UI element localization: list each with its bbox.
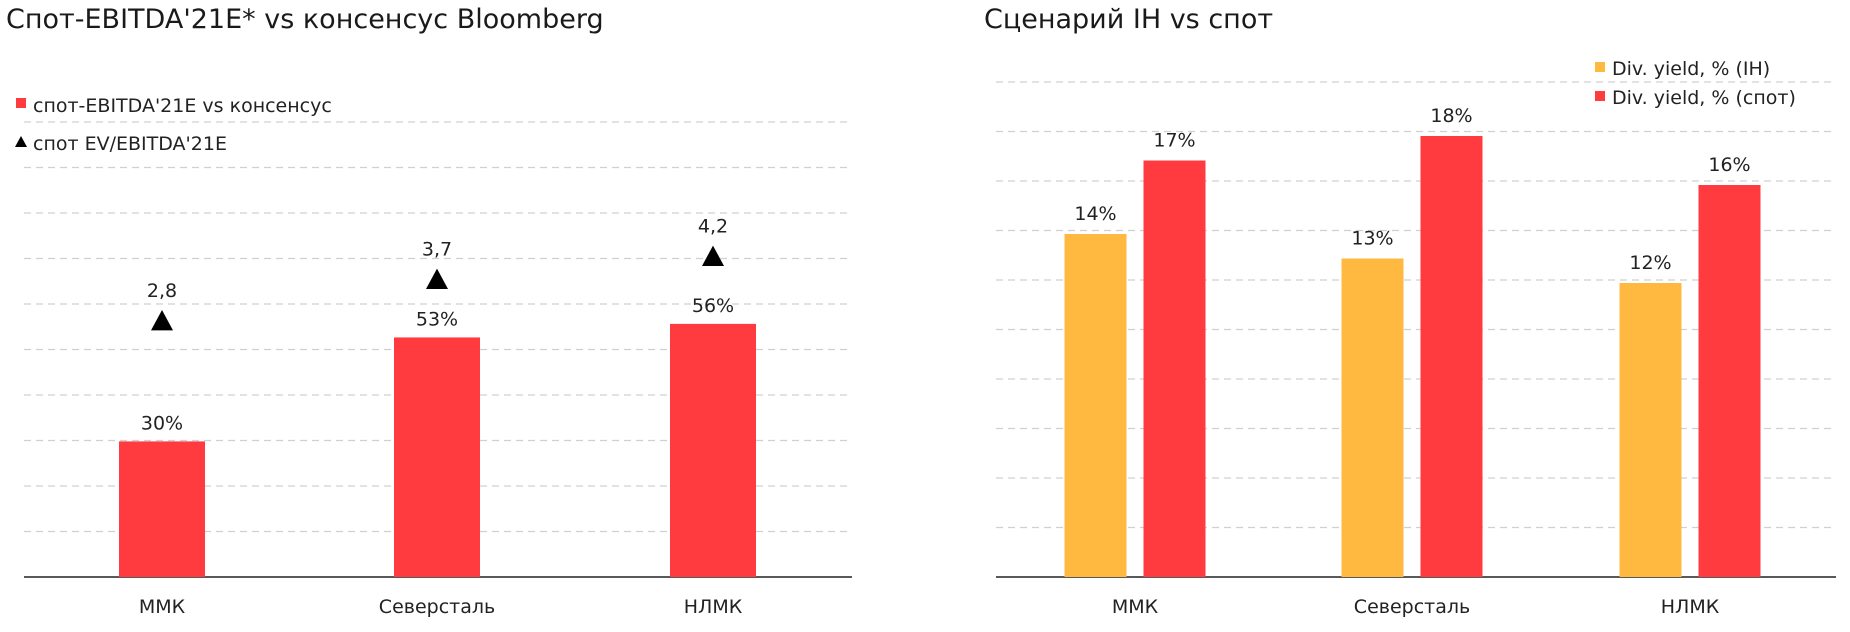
- left-legend-swatch-bar: [16, 98, 26, 108]
- left-category-label: ММК: [139, 596, 186, 618]
- left-category-label: НЛМК: [684, 596, 743, 618]
- right-category-label: НЛМК: [1661, 596, 1720, 618]
- left-bar-label: 30%: [141, 412, 183, 434]
- right-bar-spot: [1143, 160, 1206, 577]
- left-triangle-label: 3,7: [422, 239, 452, 261]
- left-triangle-label: 2,8: [147, 280, 177, 302]
- right-legend-label: Div. yield, % (спот): [1612, 87, 1796, 109]
- right-bar-label: 17%: [1153, 130, 1195, 152]
- left-legend-label-bar: спот-EBITDA'21E vs консенсус: [33, 95, 332, 117]
- right-bar-label: 16%: [1708, 154, 1750, 176]
- left-triangle-marker: [702, 245, 724, 266]
- left-bar-label: 53%: [416, 308, 458, 330]
- right-bar-ih: [1064, 234, 1127, 577]
- right-category-label: Северсталь: [1354, 596, 1470, 618]
- right-bar-label: 18%: [1430, 105, 1472, 127]
- right-bar-spot: [1698, 185, 1761, 577]
- right-legend-swatch: [1595, 62, 1605, 72]
- left-triangle-label: 4,2: [698, 216, 728, 238]
- left-category-label: Северсталь: [379, 596, 495, 618]
- right-chart-title: Сценарий IH vs спот: [984, 4, 1274, 35]
- left-bar: [394, 337, 480, 577]
- right-legend-swatch: [1595, 91, 1605, 101]
- right-bar-ih: [1619, 283, 1682, 577]
- left-bar: [119, 441, 205, 577]
- right-category-label: ММК: [1112, 596, 1159, 618]
- left-legend-label-triangle: спот EV/EBITDA'21E: [33, 133, 227, 155]
- right-legend-label: Div. yield, % (IH): [1612, 58, 1770, 80]
- left-bar-label: 56%: [692, 295, 734, 317]
- right-bar-ih: [1341, 258, 1404, 577]
- left-chart-title: Спот-EBITDA'21E* vs консенсус Bloomberg: [6, 4, 604, 35]
- right-bar-label: 13%: [1351, 228, 1393, 250]
- left-legend-swatch-triangle: [15, 136, 27, 147]
- right-bar-label: 14%: [1074, 203, 1116, 225]
- left-triangle-marker: [151, 310, 173, 331]
- left-triangle-marker: [426, 268, 448, 289]
- right-bar-spot: [1420, 136, 1483, 577]
- right-bar-label: 12%: [1629, 252, 1671, 274]
- left-bar: [670, 323, 756, 577]
